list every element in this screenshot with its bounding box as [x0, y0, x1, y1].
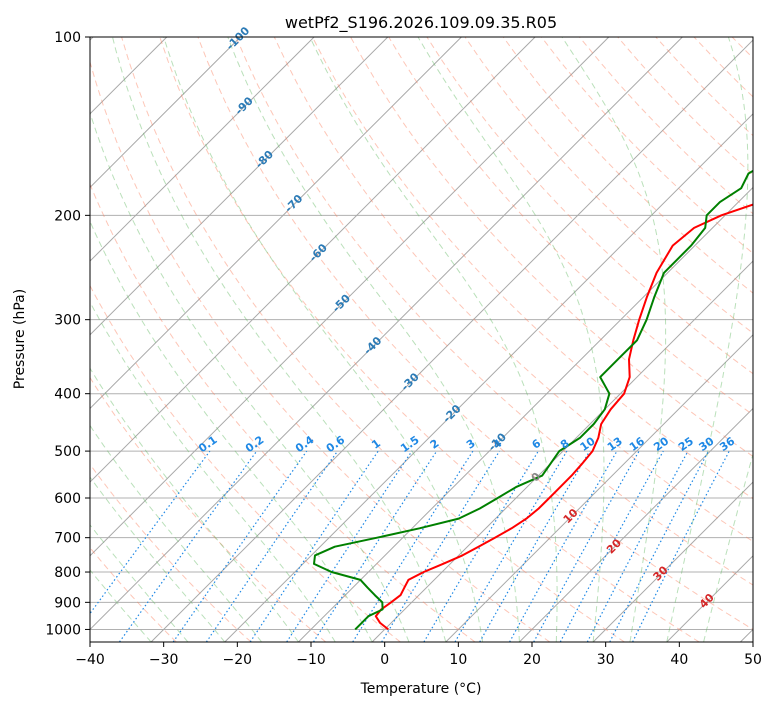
y-tick-label: 1000 [45, 622, 81, 638]
x-tick-label: 50 [744, 652, 762, 668]
moist-adiabat-line [90, 301, 336, 642]
isotherm-line [90, 37, 241, 189]
x-tick-label: 30 [597, 652, 615, 668]
y-axis-label: Pressure (hPa) [12, 289, 28, 389]
mixing-ratio-line [90, 450, 211, 615]
isotherm-line [90, 37, 389, 336]
dewpoint-profile-line [313, 169, 753, 631]
y-tick-label: 400 [54, 387, 81, 403]
x-tick-label: 20 [523, 652, 541, 668]
isotherm-line [445, 334, 753, 642]
mixing-ratio-line [249, 450, 379, 642]
y-tick-label: 700 [54, 531, 81, 547]
chart-title: wetPf2_S196.2026.109.09.35.R05 [285, 13, 557, 33]
x-tick-label: −10 [296, 652, 326, 668]
moist-adiabat-line [90, 367, 299, 642]
moist-adiabat-line [666, 37, 749, 642]
moist-adiabat-line [112, 37, 447, 642]
temperature-profile-line [374, 203, 753, 631]
dry-adiabat-line [197, 37, 753, 630]
isotherm-line [90, 37, 610, 557]
mixing-ratio-line [533, 450, 640, 642]
isotherm-line [90, 37, 536, 483]
moist-adiabat-line [703, 452, 753, 642]
x-tick-label: −30 [149, 652, 179, 668]
y-tick-label: 900 [54, 595, 81, 611]
isotherm-line [224, 113, 753, 642]
isotherm-line [90, 37, 315, 262]
dry-adiabat-line [90, 376, 327, 642]
x-tick-label: −20 [223, 652, 253, 668]
mixing-ratio-line [312, 450, 438, 642]
moist-adiabat-line [309, 37, 558, 642]
moist-adiabat-line [90, 220, 373, 642]
dry-adiabat-line [311, 37, 753, 500]
moist-adiabat-line [163, 37, 484, 642]
isotherm-line [519, 407, 753, 642]
y-tick-label: 800 [54, 565, 81, 581]
y-tick-label: 600 [54, 491, 81, 507]
dry-adiabat-line [90, 60, 551, 642]
isotherm-line [592, 481, 753, 642]
moist-adiabat-line [90, 111, 410, 642]
mixing-ratio-line [632, 450, 730, 642]
mixing-ratio-line [352, 450, 474, 642]
mixing-ratio-line [172, 450, 308, 642]
mixing-ratio-line [381, 450, 501, 642]
isotherm-line [150, 39, 753, 642]
dry-adiabat-line [502, 37, 753, 294]
mixing-ratio-line [286, 450, 413, 642]
isotherm-line [90, 37, 462, 410]
x-tick-label: 40 [670, 652, 688, 668]
moist-adiabat-line [561, 37, 667, 642]
mixing-ratio-line [119, 450, 258, 642]
x-tick-label: 0 [380, 652, 389, 668]
isotherm-line [298, 186, 753, 642]
moist-adiabat-line [90, 524, 189, 642]
dry-adiabat-line [159, 37, 700, 642]
dry-adiabat-line [273, 37, 753, 543]
x-tick-label: −40 [75, 652, 105, 668]
y-tick-label: 200 [54, 208, 81, 224]
moist-adiabat-line [90, 569, 152, 642]
mixing-ratio-line [509, 450, 618, 642]
y-tick-label: 500 [54, 444, 81, 460]
dry-adiabat-line [235, 37, 753, 586]
y-tick-label: 100 [54, 30, 81, 46]
mixing-ratio-line [205, 450, 338, 642]
x-tick-label: 10 [449, 652, 467, 668]
plot-frame [89, 36, 754, 643]
moist-adiabat-line [227, 37, 520, 642]
mixing-ratio-line [559, 450, 664, 642]
dry-adiabat-line [90, 463, 252, 642]
moist-adiabat-line [90, 424, 262, 642]
axes: −40 −30 −20 −10 0 10 20 30 40 50 100 200 300 400 500 60… [45, 30, 762, 668]
dry-adiabat-line [121, 37, 625, 642]
moist-adiabat-line [417, 37, 605, 642]
y-tick-label: 300 [54, 313, 81, 329]
x-axis-label: Temperature (°C) [360, 681, 482, 697]
isotherm-line [90, 37, 683, 631]
moist-adiabat-line [90, 476, 226, 642]
plot-area [90, 37, 753, 642]
isotherm-line [371, 260, 753, 642]
